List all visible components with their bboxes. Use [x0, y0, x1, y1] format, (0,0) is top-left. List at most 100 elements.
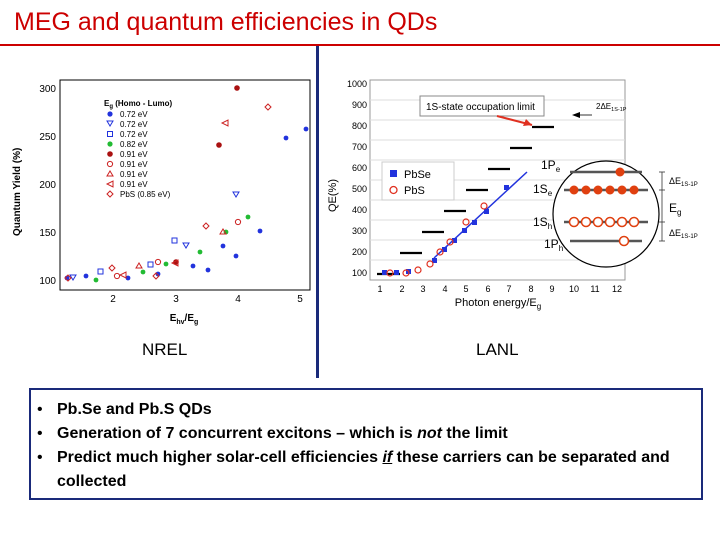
occupation-limit-label: 1S-state occupation limit [426, 102, 535, 113]
right-xticks: 1 2 3 4 5 6 7 8 9 10 11 12 [377, 284, 622, 294]
left-xtick: 5 [297, 294, 303, 305]
left-ytick: 250 [39, 132, 56, 143]
data-point [197, 249, 203, 255]
data-point [432, 258, 437, 263]
right-ytick: 500 [352, 184, 367, 194]
data-point [234, 218, 242, 226]
data-point [386, 269, 394, 277]
level-1se-label: 1Se [533, 182, 553, 198]
data-point [233, 253, 239, 259]
data-point [140, 269, 146, 275]
data-point [504, 185, 509, 190]
left-ytick: 100 [39, 276, 56, 287]
data-point [303, 126, 309, 132]
data-point [472, 220, 477, 225]
data-point [93, 277, 99, 283]
data-point [257, 228, 263, 234]
right-legend-pbse: PbSe [404, 169, 431, 181]
trend-line [433, 171, 528, 259]
left-legend-label: 0.72 eV [120, 110, 148, 119]
level-1pe-label: 1Pe [541, 158, 561, 174]
bullet-text: Pb.Se and Pb.S QDs [57, 401, 212, 418]
delta-bottom-label: ΔE1S-1P [669, 228, 698, 240]
nrel-caption: NREL [142, 340, 188, 359]
bullet-text: Generation of 7 concurrent excitons – wh… [57, 425, 418, 442]
left-xtick: 2 [110, 294, 116, 305]
level-1ph-label: 1Ph [544, 237, 563, 253]
left-xlabel: Ehv/Eg [170, 313, 199, 326]
bullet-text: Predict much higher solar-cell efficienc… [57, 449, 383, 466]
data-point [190, 263, 196, 269]
data-point [163, 261, 169, 267]
right-ytick: 300 [352, 226, 367, 236]
left-legend-label: 0.72 eV [120, 130, 148, 139]
right-xtick: 2 [399, 284, 404, 294]
left-ylabel: Quantum Yield (%) [12, 148, 23, 236]
lanl-qe-chart: QE(%) 100 200 300 400 500 600 700 800 90… [327, 79, 698, 311]
bullet-emphasis: not [417, 425, 442, 442]
energy-level-inset [552, 160, 660, 268]
data-point [170, 259, 179, 267]
data-point [452, 238, 457, 243]
data-point [480, 202, 488, 210]
data-point [245, 214, 251, 220]
data-point [264, 103, 272, 111]
bullet-text: these carriers can be separated and coll… [57, 449, 670, 490]
bullet-list: • Pb.Se and Pb.S QDs • Generation of 7 con… [31, 390, 701, 494]
right-xtick: 8 [528, 284, 533, 294]
left-ytick: 200 [39, 180, 56, 191]
data-point [147, 261, 154, 268]
right-xtick: 11 [590, 284, 599, 294]
right-ytick: 700 [352, 142, 367, 152]
left-legend-label: 0.91 eV [120, 170, 148, 179]
data-point [436, 248, 444, 256]
data-point [108, 264, 116, 272]
bullet-item: • Generation of 7 concurrent excitons – w… [31, 422, 701, 446]
vertical-divider [316, 46, 319, 378]
data-point [97, 268, 104, 275]
data-point [125, 275, 131, 281]
left-legend-label: 0.72 eV [120, 120, 148, 129]
data-point [220, 243, 226, 249]
data-point [223, 229, 229, 235]
left-yticks: 300 250 200 150 100 [39, 84, 56, 287]
delta-top-label: ΔE1S-1P [669, 176, 698, 188]
data-point [113, 272, 121, 280]
data-point [182, 242, 190, 249]
right-xtick: 9 [549, 284, 554, 294]
bullet-dot: • [37, 449, 43, 466]
right-xtick: 1 [377, 284, 382, 294]
bullet-item: • Pb.Se and Pb.S QDs [31, 398, 701, 422]
eg-label: Eg [669, 201, 681, 217]
left-legend-label: PbS (0.85 eV) [120, 190, 171, 199]
data-point [171, 237, 178, 244]
left-ytick: 300 [39, 84, 56, 95]
data-point [382, 270, 387, 275]
left-legend-label: 0.91 eV [120, 160, 148, 169]
data-point [64, 274, 72, 282]
left-xtick: 3 [173, 294, 179, 305]
right-ytick: 600 [352, 163, 367, 173]
right-xtick: 12 [612, 284, 622, 294]
left-data-points [64, 85, 309, 283]
data-point [442, 247, 447, 252]
right-xtick: 5 [463, 284, 468, 294]
annotation-box [419, 95, 545, 117]
right-xtick: 10 [569, 284, 579, 294]
data-point [426, 260, 434, 268]
data-point [83, 273, 89, 279]
data-point [216, 142, 222, 148]
data-point [154, 258, 162, 266]
right-xtick: 7 [506, 284, 511, 294]
data-point [283, 135, 289, 141]
level-1sh-label: 1Sh [533, 215, 552, 231]
data-point [220, 119, 229, 127]
left-legend-label: 0.91 eV [120, 150, 148, 159]
data-point [414, 266, 422, 274]
data-point [462, 228, 467, 233]
left-legend: Eg (Homo - Lumo) 0.72 eV 0.72 eV 0.72 eV… [104, 99, 172, 199]
right-ytick: 400 [352, 205, 367, 215]
bullet-emphasis: if [382, 449, 393, 466]
data-point [135, 262, 143, 269]
right-yticks: 100 200 300 400 500 600 700 800 900 1000 [347, 79, 367, 278]
